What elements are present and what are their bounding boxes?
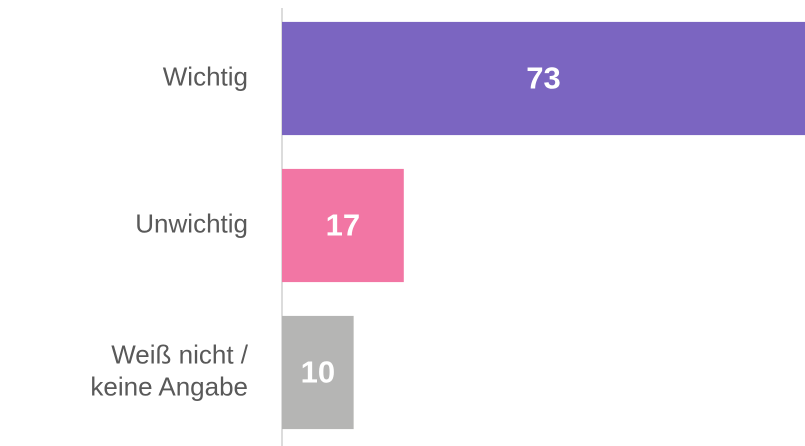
category-label: Unwichtig	[135, 208, 248, 238]
bar	[282, 21, 805, 136]
bar	[282, 168, 404, 283]
value-label: 10	[301, 355, 335, 390]
bar	[282, 315, 354, 430]
category-label: Wichtig	[163, 61, 248, 91]
category-label: Weiß nicht / keine Angabe	[90, 339, 248, 401]
value-label: 73	[526, 61, 560, 96]
value-label: 17	[326, 208, 360, 243]
